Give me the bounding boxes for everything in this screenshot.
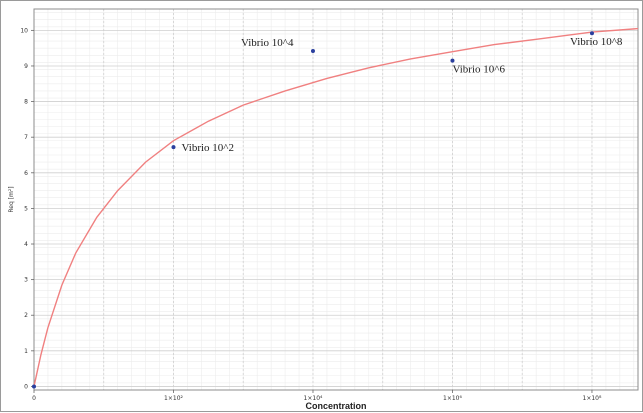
y-tick-label: 2 bbox=[24, 312, 28, 319]
data-points bbox=[32, 31, 594, 389]
fit-curve bbox=[33, 27, 639, 387]
y-axis-label: Req [m²] bbox=[8, 186, 15, 212]
y-tick-label: 8 bbox=[24, 99, 28, 106]
y-tick-label: 0 bbox=[24, 383, 28, 390]
x-tick-label: 1×10⁸ bbox=[583, 395, 602, 402]
plot-area bbox=[33, 8, 639, 391]
y-tick-label: 5 bbox=[24, 205, 28, 212]
x-axis-ticks: 0 1×10² 1×10⁴ 1×10⁶ 1×10⁸ bbox=[32, 390, 602, 402]
y-tick-label: 7 bbox=[24, 134, 28, 141]
x-tick-label: 1×10⁴ bbox=[304, 395, 323, 402]
minor-grid bbox=[33, 9, 638, 391]
data-point bbox=[450, 58, 455, 63]
y-tick-label: 4 bbox=[24, 241, 28, 248]
x-tick-label: 1×10² bbox=[164, 395, 183, 402]
point-annotations: Vibrio 10^2 Vibrio 10^4 Vibrio 10^6 Vibrio … bbox=[181, 36, 622, 154]
y-tick-label: 3 bbox=[24, 277, 28, 284]
point-label: Vibrio 10^2 bbox=[181, 142, 233, 154]
point-label: Vibrio 10^6 bbox=[452, 64, 505, 76]
data-point bbox=[589, 31, 594, 36]
x-tick-label: 0 bbox=[32, 395, 36, 402]
point-label: Vibrio 10^4 bbox=[241, 37, 294, 49]
y-tick-label: 1 bbox=[24, 348, 28, 355]
point-label: Vibrio 10^8 bbox=[570, 36, 623, 48]
y-tick-label: 9 bbox=[24, 63, 28, 70]
x-tick-label: 1×10⁶ bbox=[443, 395, 462, 402]
y-axis-ticks: 0 1 2 3 4 5 6 7 8 9 10 bbox=[20, 27, 34, 390]
major-grid bbox=[33, 9, 638, 390]
data-point bbox=[32, 384, 36, 389]
data-point bbox=[171, 145, 176, 150]
y-tick-label: 10 bbox=[20, 27, 28, 34]
x-axis-label: Concentration bbox=[305, 401, 366, 411]
data-point bbox=[310, 49, 315, 54]
y-tick-label: 6 bbox=[24, 170, 28, 177]
